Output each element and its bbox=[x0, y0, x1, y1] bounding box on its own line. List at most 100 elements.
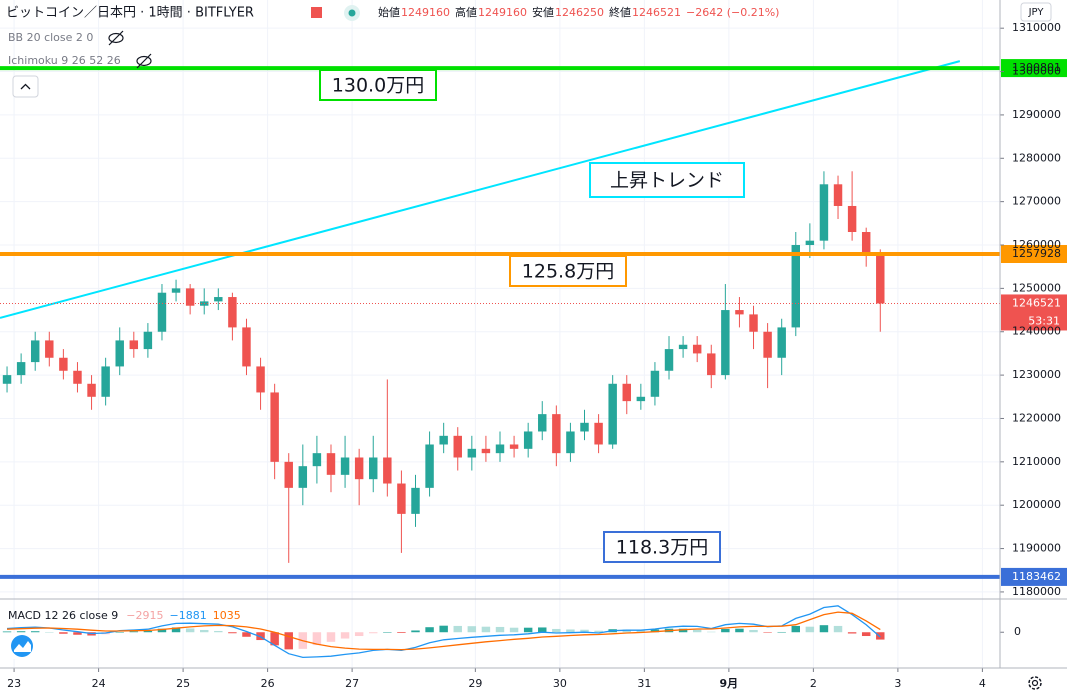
histogram-bar bbox=[594, 630, 603, 633]
grid bbox=[0, 0, 1000, 668]
y-tick-label: 1280000 bbox=[1012, 151, 1061, 164]
histogram-bar bbox=[425, 627, 434, 633]
annotation-box bbox=[603, 531, 721, 563]
x-tick-label: 30 bbox=[553, 677, 567, 690]
histogram-bar bbox=[566, 629, 575, 633]
y-tick-label: 1270000 bbox=[1012, 195, 1061, 208]
candle-body bbox=[791, 245, 800, 328]
histogram-bar bbox=[692, 629, 702, 633]
legend-label: 高値 bbox=[455, 5, 477, 19]
candle-body bbox=[298, 466, 308, 488]
signal-line bbox=[6, 611, 881, 651]
x-tick-label: 4 bbox=[979, 677, 986, 690]
legend-value: 1249160 bbox=[478, 6, 527, 19]
candle-body bbox=[495, 444, 505, 454]
candle-body bbox=[411, 487, 420, 514]
candle-body bbox=[340, 457, 350, 475]
indicator-label: BB 20 close 2 0 bbox=[8, 31, 93, 44]
currency-label[interactable]: JPY bbox=[1028, 7, 1045, 18]
candle-body bbox=[819, 184, 829, 241]
histogram-bar bbox=[45, 632, 54, 633]
histogram-bar bbox=[819, 625, 829, 633]
y-tick-label: 1230000 bbox=[1012, 368, 1061, 381]
histogram-bar bbox=[791, 625, 800, 633]
histogram-bar bbox=[369, 632, 378, 634]
histogram-bar bbox=[411, 630, 420, 633]
candle-body bbox=[256, 366, 265, 393]
candle-body bbox=[594, 422, 603, 445]
candle-body bbox=[552, 414, 561, 454]
candle-body bbox=[608, 383, 617, 445]
x-tick-label: 2 bbox=[810, 677, 817, 690]
countdown: 53:31 bbox=[1028, 314, 1060, 327]
histogram-bar bbox=[481, 626, 491, 633]
histogram-bar bbox=[721, 628, 730, 633]
candle-body bbox=[707, 353, 716, 376]
macd-line bbox=[6, 605, 881, 659]
price-tag bbox=[1001, 294, 1067, 331]
settings-icon[interactable] bbox=[1028, 676, 1042, 690]
currency-button[interactable] bbox=[1020, 2, 1052, 22]
candle-body bbox=[664, 349, 674, 371]
candle-body bbox=[678, 344, 688, 350]
histogram-bar bbox=[777, 631, 786, 633]
histogram-bar bbox=[707, 631, 716, 633]
histogram-bar bbox=[2, 631, 12, 633]
candle-body bbox=[397, 483, 406, 514]
candle-body bbox=[833, 184, 843, 206]
candle-body bbox=[425, 444, 434, 488]
legend-label: 終値 bbox=[609, 5, 631, 19]
histogram-bar bbox=[228, 632, 237, 634]
y-tick-label: 1250000 bbox=[1012, 281, 1061, 294]
price-axis: 1180000 1190000 1200000 1210000 1220000 12300… bbox=[7, 21, 1061, 690]
histogram-bar bbox=[185, 628, 195, 633]
annotation-box bbox=[589, 162, 745, 198]
x-tick-label: 27 bbox=[345, 677, 359, 690]
histogram-bar bbox=[214, 630, 223, 633]
candle-body bbox=[805, 240, 815, 246]
candle-body bbox=[777, 327, 786, 358]
chart-title: ビットコイン／日本円 · 1時間 · BITFLYER bbox=[6, 6, 254, 21]
x-tick-label: 25 bbox=[176, 677, 190, 690]
macd-title: MACD 12 26 close 9 bbox=[8, 609, 118, 622]
histogram-bar bbox=[805, 626, 815, 633]
tradingview-logo[interactable] bbox=[6, 633, 40, 659]
x-tick-label: 24 bbox=[92, 677, 106, 690]
hide-icon[interactable] bbox=[108, 30, 124, 46]
candle-body bbox=[566, 431, 575, 454]
candle-body bbox=[87, 383, 96, 397]
candle-body bbox=[354, 457, 364, 480]
level-tag bbox=[1001, 567, 1067, 586]
macd-legend-value: −2915 bbox=[126, 609, 163, 622]
histogram-bar bbox=[580, 629, 589, 633]
candle-body bbox=[16, 362, 26, 376]
histogram-bar bbox=[312, 632, 322, 646]
hide-icon[interactable] bbox=[136, 53, 152, 69]
histogram-bar bbox=[735, 628, 744, 633]
flag-icon[interactable] bbox=[311, 7, 322, 18]
histogram-bar bbox=[242, 632, 251, 637]
candle-body bbox=[509, 444, 519, 449]
candle-body bbox=[481, 448, 491, 454]
histogram-bar bbox=[523, 627, 533, 633]
candle-body bbox=[735, 310, 744, 315]
candle-body bbox=[59, 357, 68, 371]
histogram-bar bbox=[763, 632, 772, 633]
collapse-button[interactable] bbox=[12, 75, 39, 98]
candle-body bbox=[214, 297, 223, 302]
candle-body bbox=[580, 422, 589, 432]
candle-body bbox=[312, 453, 322, 467]
candle-body bbox=[636, 396, 646, 402]
level-tag-label: 1183462 bbox=[1012, 570, 1061, 583]
histogram-bar bbox=[552, 628, 561, 633]
histogram-bar bbox=[636, 629, 646, 633]
legend-value: 1246521 bbox=[632, 6, 681, 19]
level-tag-label: 1257928 bbox=[1012, 247, 1061, 260]
candle-body bbox=[847, 205, 857, 233]
status-dot bbox=[348, 9, 356, 17]
plot-area bbox=[0, 60, 1000, 659]
candle-body bbox=[467, 448, 477, 458]
x-tick-label: 26 bbox=[261, 677, 275, 690]
histogram-bar bbox=[650, 629, 660, 633]
candle-body bbox=[129, 340, 139, 350]
